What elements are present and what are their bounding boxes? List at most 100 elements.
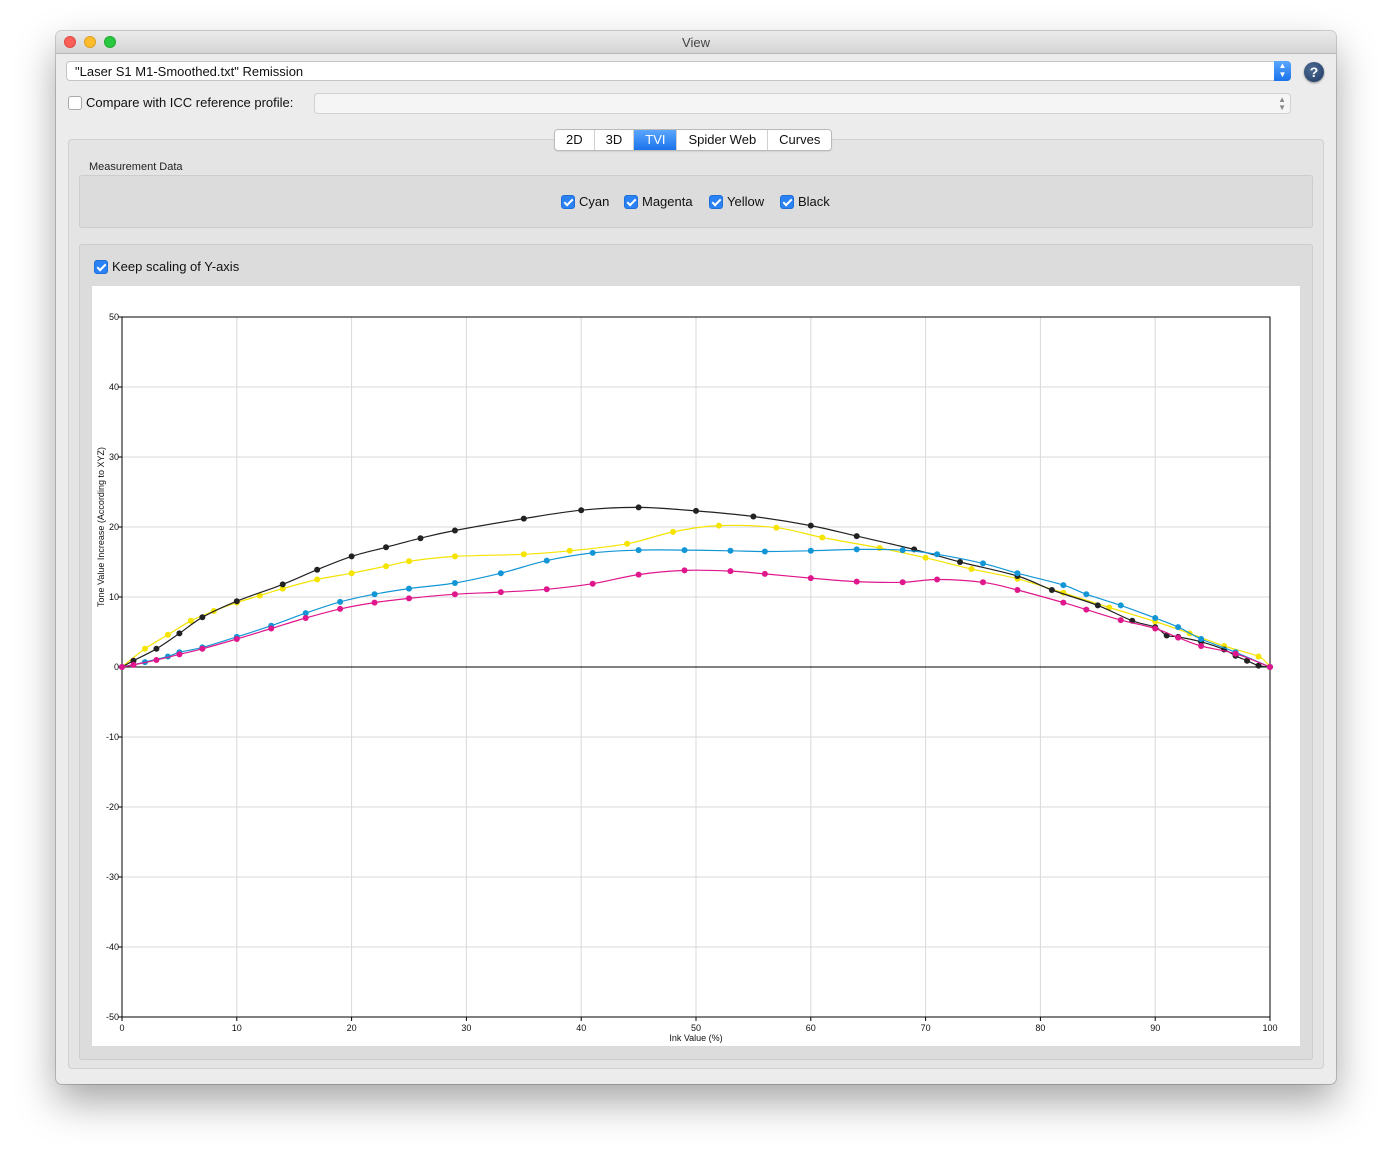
magenta-data-point	[1267, 664, 1273, 670]
cyan-data-point	[543, 557, 550, 564]
view-window: View "Laser S1 M1-Smoothed.txt" Remissio…	[56, 31, 1336, 1084]
yellow-data-point	[164, 631, 171, 638]
tab-spider-web[interactable]: Spider Web	[677, 130, 769, 150]
measurement-data-title: Measurement Data	[89, 161, 183, 173]
black-data-point	[130, 657, 137, 664]
black-data-point	[693, 507, 699, 514]
black-data-point	[520, 515, 527, 522]
y-tick-label: 30	[109, 452, 119, 462]
magenta-data-point	[268, 625, 275, 632]
measurement-file-select[interactable]: "Laser S1 M1-Smoothed.txt" Remission ▲ ▼	[66, 61, 1291, 81]
black-data-point	[451, 527, 458, 534]
tab-curves[interactable]: Curves	[768, 130, 832, 150]
cyan-data-point	[980, 560, 986, 567]
cyan-data-point	[1014, 570, 1021, 577]
y-tick-label: 50	[109, 312, 119, 322]
minimize-window-button[interactable]	[84, 36, 96, 48]
magenta-data-point	[1083, 606, 1090, 613]
yellow-data-point	[876, 545, 883, 551]
magenta-data-point	[1014, 587, 1021, 593]
x-tick-label: 0	[119, 1023, 124, 1033]
cyan-data-point	[727, 547, 734, 554]
magenta-data-point	[807, 575, 814, 582]
y-tick-label: 40	[109, 382, 119, 392]
magenta-data-point	[199, 645, 206, 652]
tvi-chart-area: 0 10 20 30 40 50 60 70 80 90 100 -50 -40 -30 -20 -10 0 1…	[92, 286, 1300, 1046]
cyan-data-point	[371, 591, 378, 598]
yellow-data-point	[406, 558, 412, 565]
tab-tvi[interactable]: TVI	[634, 130, 678, 150]
y-tick-label: 20	[109, 522, 119, 532]
yellow-data-point	[279, 585, 286, 592]
black-data-point	[314, 566, 321, 573]
compare-icc-label: Compare with ICC reference profile:	[86, 95, 294, 110]
cyan-data-point	[497, 570, 504, 577]
magenta-data-point	[153, 657, 160, 663]
tab-2d[interactable]: 2D	[555, 130, 595, 150]
zoom-window-button[interactable]	[104, 36, 116, 48]
y-tick-label: -30	[106, 872, 119, 882]
cyan-checkbox[interactable]	[561, 195, 575, 209]
black-data-point	[348, 553, 355, 560]
magenta-checkbox[interactable]	[624, 195, 638, 209]
yellow-checkbox[interactable]	[709, 195, 723, 209]
magenta-data-point	[451, 591, 458, 598]
measurement-data-group	[79, 175, 1313, 228]
magenta-data-point	[1232, 650, 1239, 657]
cyan-data-point	[406, 585, 412, 592]
tvi-chart: 0 10 20 30 40 50 60 70 80 90 100 -50 -40 -30 -20 -10 0 1…	[96, 312, 1278, 1043]
compare-icc-checkbox[interactable]	[68, 96, 82, 110]
title-bar: View	[56, 31, 1336, 54]
yellow-data-point	[141, 645, 148, 652]
magenta-data-point	[635, 571, 642, 578]
cyan-data-point	[1152, 615, 1159, 621]
close-window-button[interactable]	[64, 36, 76, 48]
icc-profile-select[interactable]: ▲ ▼	[314, 93, 1291, 114]
cyan-data-point	[1060, 582, 1067, 589]
black-data-point	[1255, 662, 1262, 669]
black-data-point	[750, 513, 757, 520]
cyan-data-point	[589, 549, 596, 556]
chart-series	[119, 504, 1273, 670]
black-data-point	[176, 630, 183, 637]
yellow-data-point	[383, 563, 390, 570]
magenta-data-point	[1060, 599, 1067, 606]
cyan-data-point	[807, 547, 814, 554]
cyan-data-point	[1083, 591, 1090, 598]
tab-3d[interactable]: 3D	[594, 130, 635, 150]
magenta-data-point	[727, 568, 734, 575]
cyan-data-point	[899, 547, 906, 554]
yellow-data-point	[922, 554, 929, 561]
black-data-point	[279, 581, 286, 588]
black-data-point	[153, 645, 160, 652]
x-tick-label: 60	[806, 1023, 816, 1033]
y-axis-ticks: -50 -40 -30 -20 -10 0 10 20 30 40 50	[106, 312, 122, 1022]
x-tick-label: 90	[1150, 1023, 1160, 1033]
x-axis-ticks: 0 10 20 30 40 50 60 70 80 90 100	[119, 1017, 1278, 1033]
help-button[interactable]: ?	[1304, 62, 1324, 82]
black-data-point	[1244, 657, 1251, 664]
magenta-data-point	[761, 570, 768, 577]
yellow-data-point	[566, 547, 573, 554]
y-tick-label: -10	[106, 732, 119, 742]
black-data-point	[1094, 602, 1101, 609]
keep-scaling-checkbox[interactable]	[94, 260, 108, 274]
cyan-data-point	[681, 547, 688, 554]
y-tick-label: -20	[106, 802, 119, 812]
x-axis-title: Ink Value (%)	[669, 1033, 722, 1043]
keep-scaling-label: Keep scaling of Y-axis	[112, 259, 240, 274]
magenta-data-point	[1175, 634, 1182, 641]
y-axis-title: Tone Value Increase (According to XYZ)	[96, 447, 106, 607]
y-tick-label: 0	[114, 662, 119, 672]
magenta-data-point	[980, 579, 986, 586]
magenta-data-point	[1152, 625, 1159, 632]
black-checkbox[interactable]	[780, 195, 794, 209]
cyan-data-point	[635, 547, 642, 554]
yellow-data-point	[773, 524, 780, 531]
x-tick-label: 70	[921, 1023, 931, 1033]
cyan-data-point	[451, 580, 458, 586]
magenta-data-point	[406, 595, 412, 602]
magenta-label: Magenta	[642, 194, 693, 209]
black-data-point	[233, 598, 240, 605]
yellow-data-point	[451, 553, 458, 560]
